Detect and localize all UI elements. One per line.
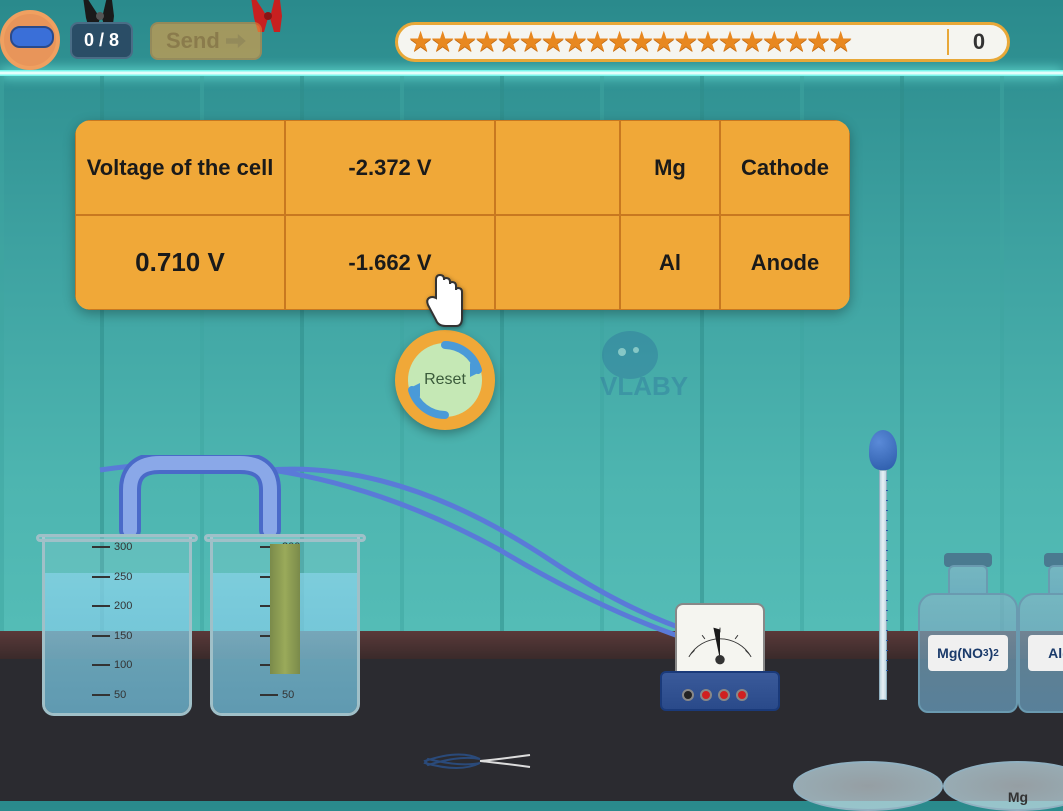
bottle-body: Mg(NO3)2 [918,593,1018,713]
scale-mark: 100 [92,664,142,666]
avatar-icon[interactable] [0,10,75,100]
bottle-neck [948,565,988,595]
dropper-pipette[interactable] [868,430,898,710]
star-icon: ★ [607,28,629,56]
reagent-bottle-al[interactable]: Al(NO [1018,553,1063,713]
star-icon: ★ [651,28,673,56]
terminal-positive-300[interactable] [736,689,748,701]
voltmeter-scale-icon [677,605,763,671]
cell-voltage-value: 0.710 V [75,215,285,310]
cell-element-mg[interactable]: Mg [620,120,720,215]
reset-button[interactable]: Reset [395,330,495,430]
petri-dish-mg[interactable]: Mg [943,761,1063,811]
dropper-bulb [869,430,897,470]
petri-dish-1[interactable] [793,761,943,811]
electrode-strip[interactable] [270,544,300,674]
star-score: 0 [947,29,997,55]
bottle-label-al: Al(NO [1028,635,1063,671]
reset-inner: Reset [408,343,482,417]
star-icon: ★ [541,28,563,56]
send-arrow-icon [226,34,246,48]
reagent-bottle-mg[interactable]: Mg(NO3)2 [918,553,1018,713]
terminal-positive-3[interactable] [700,689,712,701]
scale-mark: 300 [92,546,142,548]
star-icon: ★ [695,28,717,56]
dropper-scale [886,480,888,680]
voltmeter[interactable] [660,601,780,711]
star-icon: ★ [784,28,806,56]
terminal-negative[interactable] [682,689,694,701]
svg-text:VLABY: VLABY [600,371,688,401]
header-bar: 0 / 8 Send ★★★★★★★★★★★★★★★★★★★★ 0 [0,10,1063,60]
vlaby-logo-icon: VLABY [580,330,710,410]
avatar-head [0,10,60,70]
bottle-body: Al(NO [1018,593,1063,713]
beaker-scale: 50 100 150 200 250 300 [92,546,142,696]
star-icon: ★ [452,28,474,56]
petri-label: Mg [1008,789,1028,805]
star-icon: ★ [496,28,518,56]
scale-mark: 50 [92,694,142,696]
tongs-tool[interactable] [420,741,540,781]
scale-mark: 150 [92,635,142,637]
avatar-goggles [10,26,54,48]
voltmeter-dial [675,603,765,673]
table-row: Voltage of the cell -2.372 V Mg Cathode [75,120,850,215]
send-button[interactable]: Send [150,22,262,60]
scale-mark: 50 [260,694,310,696]
scale-mark: 250 [92,576,142,578]
star-progress-bar: ★★★★★★★★★★★★★★★★★★★★ 0 [395,22,1010,62]
cell-voltage-label: Voltage of the cell [75,120,285,215]
pointer-hand-icon [420,270,470,330]
voltmeter-base [660,671,780,711]
terminal-positive-15[interactable] [718,689,730,701]
cell-potential-1: -2.372 V [285,120,495,215]
voltmeter-terminals [682,689,748,701]
star-icon: ★ [408,28,430,56]
star-icon: ★ [585,28,607,56]
star-icon: ★ [740,28,762,56]
star-icon: ★ [762,28,784,56]
star-icon: ★ [806,28,828,56]
star-icon: ★ [563,28,585,56]
star-icon: ★ [519,28,541,56]
star-icon: ★ [629,28,651,56]
bottle-label-mg: Mg(NO3)2 [928,635,1008,671]
star-icon: ★ [673,28,695,56]
star-icon: ★ [828,28,850,56]
progress-counter: 0 / 8 [70,22,133,59]
scale-mark: 200 [92,605,142,607]
cell-blank-1[interactable] [495,120,620,215]
beaker-left[interactable]: 50 100 150 200 250 300 [42,516,192,716]
send-label: Send [166,28,220,54]
beaker-right[interactable]: 50100150200250300 [210,516,360,716]
cell-role-cathode[interactable]: Cathode [720,120,850,215]
cell-role-anode[interactable]: Anode [720,215,850,310]
star-icon: ★ [718,28,740,56]
cell-element-al[interactable]: Al [620,215,720,310]
stars-container: ★★★★★★★★★★★★★★★★★★★★ [408,28,939,56]
cell-blank-2[interactable] [495,215,620,310]
bottle-neck [1048,565,1063,595]
star-icon: ★ [474,28,496,56]
reset-circular-arrows-icon [400,335,490,425]
star-icon: ★ [430,28,452,56]
